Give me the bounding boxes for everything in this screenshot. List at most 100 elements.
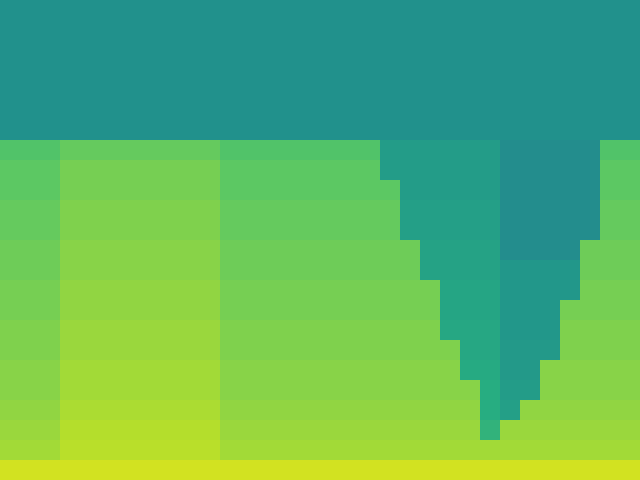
cell [560,160,581,181]
cell [420,260,441,281]
cell [20,40,41,61]
cell [400,340,421,361]
cell [600,120,621,141]
cell [280,360,301,381]
cell [420,360,441,381]
cell [100,340,121,361]
cell [160,220,181,241]
cell [620,60,640,81]
cell [480,400,501,421]
cell [120,440,141,461]
cell [320,280,341,301]
cell [340,160,361,181]
cell [40,280,61,301]
cell [300,140,321,161]
cell [620,380,640,401]
cell [340,40,361,61]
cell [100,460,121,480]
cell [60,420,81,441]
cell [260,320,281,341]
cell [540,200,561,221]
cell [380,280,401,301]
cell [180,180,201,201]
cell [140,420,161,441]
cell [60,400,81,421]
cell [80,120,101,141]
cell [140,200,161,221]
cell [600,320,621,341]
cell [280,0,301,21]
cell [480,320,501,341]
cell [200,260,221,281]
cell [420,280,441,301]
cell [260,180,281,201]
cell [520,40,541,61]
cell [240,200,261,221]
cell [460,280,481,301]
cell [340,380,361,401]
cell [100,180,121,201]
cell [20,460,41,480]
cell [320,260,341,281]
cell [540,280,561,301]
cell [20,120,41,141]
cell [220,140,241,161]
cell [540,380,561,401]
cell [140,320,161,341]
cell [320,240,341,261]
cell [480,440,501,461]
cell [280,180,301,201]
cell [120,40,141,61]
cell [400,460,421,480]
cell [340,220,361,241]
cell [160,340,181,361]
cell [300,300,321,321]
cell [0,160,21,181]
cell [180,320,201,341]
cell [420,200,441,221]
cell [460,220,481,241]
cell [260,340,281,361]
cell [420,160,441,181]
cell [340,140,361,161]
cell [100,140,121,161]
cell [540,400,561,421]
cell [200,380,221,401]
cell [140,360,161,381]
cell [40,80,61,101]
cell [220,100,241,121]
cell [20,240,41,261]
cell [20,280,41,301]
cell [220,240,241,261]
cell [260,40,281,61]
cell [20,100,41,121]
cell [80,100,101,121]
cell [120,20,141,41]
cell [480,360,501,381]
cell [520,460,541,480]
cell [180,340,201,361]
cell [360,420,381,441]
cell [460,180,481,201]
cell [480,180,501,201]
cell [540,140,561,161]
cell [120,280,141,301]
cell [420,320,441,341]
cell [60,260,81,281]
cell [300,360,321,381]
cell [220,420,241,441]
cell [120,180,141,201]
cell [600,460,621,480]
cell [520,60,541,81]
cell [140,400,161,421]
cell [140,280,161,301]
cell [80,160,101,181]
cell [320,200,341,221]
cell [380,60,401,81]
cell [60,40,81,61]
cell [600,400,621,421]
cell [440,440,461,461]
cell [440,340,461,361]
cell [40,240,61,261]
cell [380,0,401,21]
